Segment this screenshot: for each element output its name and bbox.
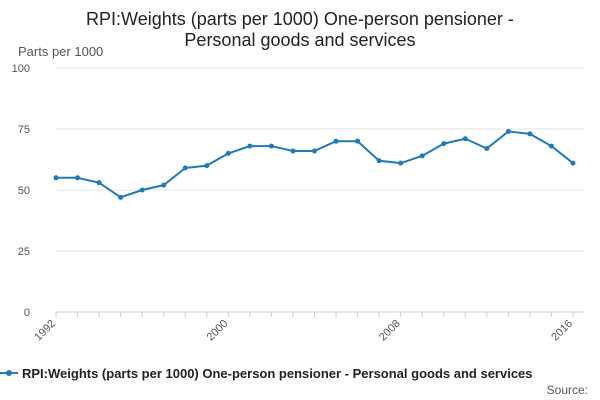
data-point[interactable] xyxy=(398,160,404,166)
legend-item-label[interactable]: RPI:Weights (parts per 1000) One-person … xyxy=(22,366,533,381)
x-tick-label: 2008 xyxy=(377,318,403,344)
data-point[interactable] xyxy=(182,165,188,171)
series-line xyxy=(56,130,574,199)
data-point[interactable] xyxy=(312,148,317,154)
x-axis xyxy=(55,312,574,317)
data-point[interactable] xyxy=(333,138,339,144)
data-point[interactable] xyxy=(419,153,425,159)
source-label: Source: xyxy=(547,383,588,397)
data-point[interactable] xyxy=(548,143,554,149)
x-tick-label: 2016 xyxy=(549,318,575,344)
data-point[interactable] xyxy=(441,141,447,147)
data-point[interactable] xyxy=(268,143,274,149)
data-point[interactable] xyxy=(527,131,533,137)
data-point[interactable] xyxy=(505,128,511,134)
tick-labels: 0 25 50 75 100 1992 2000 2008 2016 xyxy=(12,63,575,343)
legend-swatch-marker xyxy=(6,370,12,376)
y-tick-label: 100 xyxy=(12,63,30,75)
data-point[interactable] xyxy=(376,158,382,164)
data-point[interactable] xyxy=(96,180,102,186)
series-line-group xyxy=(53,128,576,200)
data-point[interactable] xyxy=(247,143,253,149)
y-tick-label: 0 xyxy=(24,307,30,319)
data-point[interactable] xyxy=(75,175,81,181)
data-point[interactable] xyxy=(355,138,361,144)
y-tick-label: 75 xyxy=(18,124,30,136)
grid-lines xyxy=(56,67,584,313)
data-point[interactable] xyxy=(161,182,167,188)
data-point[interactable] xyxy=(462,136,468,142)
x-tick-label: 1992 xyxy=(32,318,58,344)
data-point[interactable] xyxy=(53,175,59,181)
chart-title-line-1: RPI:Weights (parts per 1000) One-person … xyxy=(86,9,514,29)
legend[interactable]: RPI:Weights (parts per 1000) One-person … xyxy=(0,366,533,381)
data-point[interactable] xyxy=(484,146,490,152)
y-tick-label: 25 xyxy=(18,246,30,258)
data-point[interactable] xyxy=(225,150,231,156)
y-axis-label: Parts per 1000 xyxy=(18,44,103,59)
data-point[interactable] xyxy=(204,163,210,169)
chart-title-line-2: Personal goods and services xyxy=(184,30,415,50)
data-point[interactable] xyxy=(570,160,576,166)
y-tick-label: 50 xyxy=(18,185,30,197)
data-point[interactable] xyxy=(118,194,124,200)
data-point[interactable] xyxy=(139,187,145,193)
data-point[interactable] xyxy=(290,148,296,154)
x-tick-label: 2000 xyxy=(205,318,231,344)
